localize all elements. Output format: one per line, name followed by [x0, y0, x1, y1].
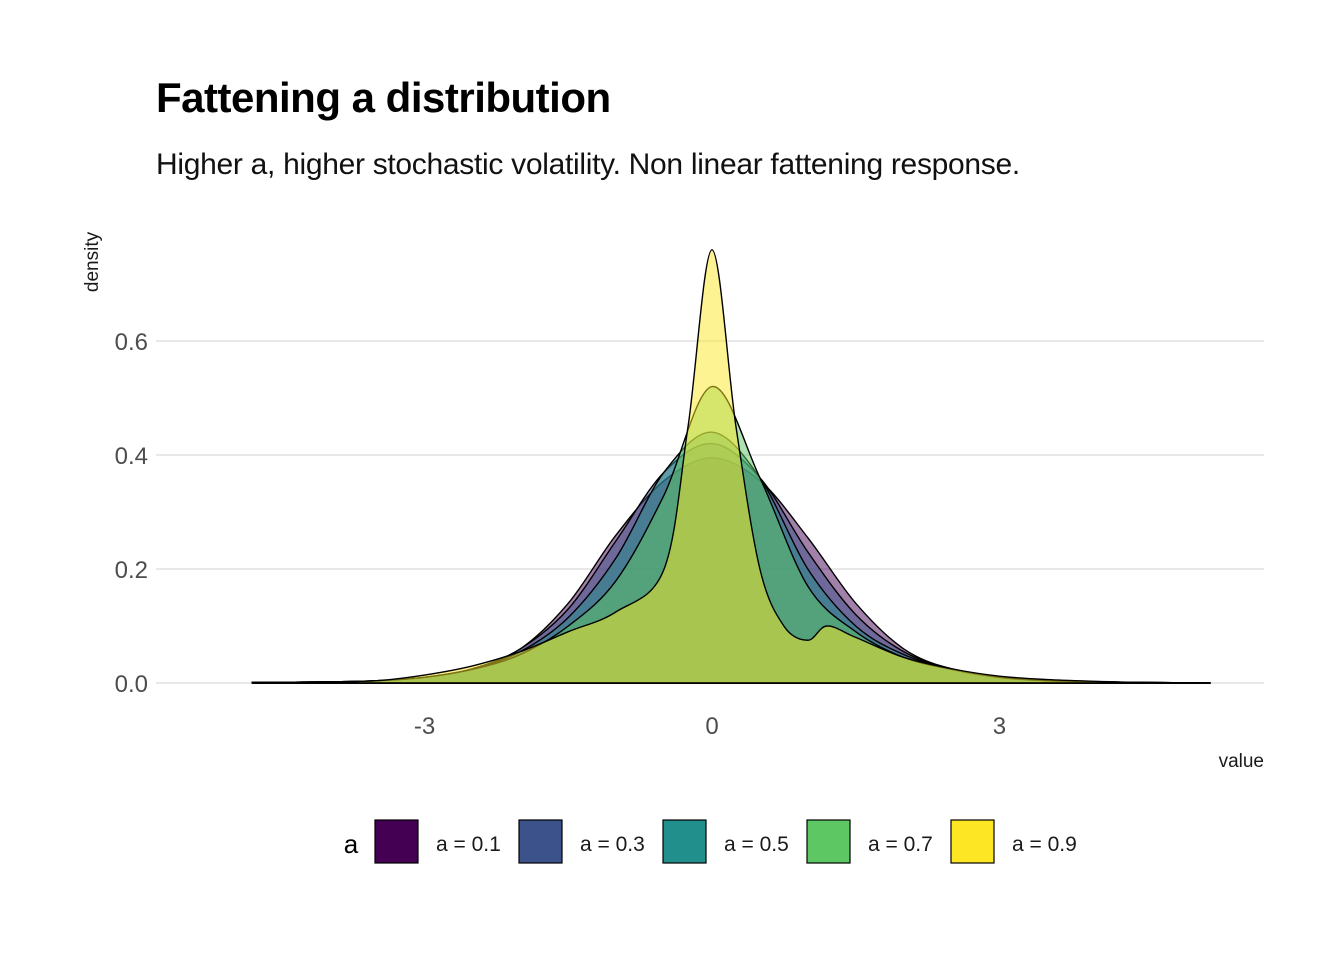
legend-key — [662, 819, 707, 864]
legend-key — [806, 819, 851, 864]
chart-subtitle: Higher a, higher stochastic volatility. … — [156, 148, 1020, 181]
y-axis-title: density — [82, 231, 103, 292]
x-axis-ticks: -3 0 3 — [414, 713, 1006, 740]
x-tick-label: 0 — [705, 713, 718, 740]
y-tick-label: 0.4 — [115, 443, 148, 470]
legend-key — [374, 819, 419, 864]
legend-label: a = 0.1 — [436, 833, 501, 856]
y-tick-label: 0.6 — [115, 329, 148, 356]
x-tick-label: 3 — [993, 713, 1006, 740]
legend-label: a = 0.9 — [1012, 833, 1077, 856]
legend-key — [518, 819, 563, 864]
legend: a a = 0.1 a = 0.3 a = 0.5 a = 0.7 a = 0.9 — [344, 819, 1077, 864]
y-tick-label: 0.0 — [115, 671, 148, 698]
legend-label: a = 0.5 — [724, 833, 789, 856]
x-tick-label: -3 — [414, 713, 435, 740]
chart-title: Fattening a distribution — [156, 74, 611, 121]
legend-key — [950, 819, 995, 864]
legend-label: a = 0.3 — [580, 833, 645, 856]
x-axis-title: value — [1219, 751, 1264, 772]
legend-label: a = 0.7 — [868, 833, 933, 856]
y-axis-ticks: 0.0 0.2 0.4 0.6 — [115, 329, 148, 698]
density-area-a-0-9 — [251, 249, 1211, 684]
legend-title: a — [344, 829, 359, 859]
y-tick-label: 0.2 — [115, 557, 148, 584]
density-areas — [251, 249, 1211, 684]
